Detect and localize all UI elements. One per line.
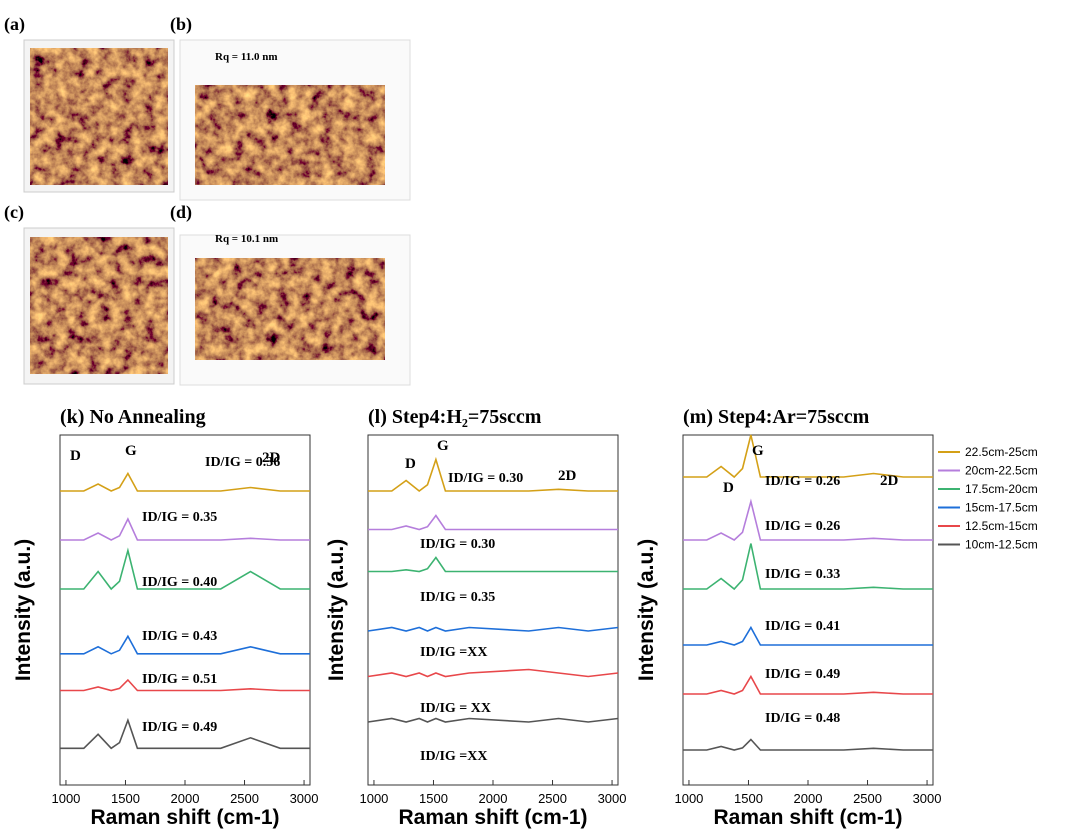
ratio-annotation: ID/IG = 0.35 [420,590,495,605]
ratio-annotation: ID/IG = 0.49 [765,667,840,682]
spectrum [368,719,618,723]
x-tick-label: 1500 [734,791,763,806]
ratio-annotation: ID/IG =XX [420,749,487,764]
ratio-annotation: ID/IG = 0.30 [420,537,495,552]
legend-label: 10cm-12.5cm [965,538,1038,552]
peak-label: D [70,448,81,464]
x-tick-label: 3000 [290,791,319,806]
ratio-annotation: ID/IG = 0.41 [765,619,840,634]
x-tick-label: 3000 [913,791,942,806]
ratio-annotation: ID/IG = 0.43 [142,629,217,644]
micrographs: (a) (b) (c) (d) Rq = 11.0 nm Rq = 10.1 n… [4,14,410,385]
peak-label: G [437,438,449,454]
ratio-annotation: ID/IG = 0.26 [765,474,840,489]
roughness: Rq = 10.1 nm [215,233,278,245]
ratio-annotation: ID/IG = 0.40 [142,575,217,590]
ratio-annotation: ID/IG = 0.35 [142,510,217,525]
ratio-annotation: ID/IG =XX [420,645,487,660]
y-axis-label: Intensity (a.u.) [325,539,348,681]
x-tick-label: 2000 [479,791,508,806]
figure: (e)100 nm(f)50 nm(g)10 nm(h)100 nm(i)50 … [0,0,1069,831]
x-axis-label: Raman shift (cm-1) [90,806,279,829]
plot-frame [368,435,618,785]
spectrum [368,628,618,632]
panel-label: (b) [170,14,192,35]
legend-label: 17.5cm-20cm [965,482,1038,496]
y-axis-label: Intensity (a.u.) [12,539,35,681]
ratio-annotation: ID/IG = 0.48 [765,711,840,726]
peak-label: 2D [262,450,281,466]
legend-label: 12.5cm-15cm [965,519,1038,533]
legend-label: 15cm-17.5cm [965,501,1038,515]
spectrum [368,558,618,572]
peak-label: G [125,443,137,459]
ratio-annotation: ID/IG = 0.30 [448,471,523,486]
ratio-annotation: ID/IG = XX [420,701,491,716]
peak-label: D [405,456,416,472]
peak-label: 2D [558,468,577,484]
x-tick-label: 1000 [674,791,703,806]
x-tick-label: 2500 [538,791,567,806]
chart-title: (m) Step4:Ar=75sccm [683,406,870,428]
x-tick-label: 2000 [794,791,823,806]
panel-label: (d) [170,202,192,223]
x-tick-label: 2000 [171,791,200,806]
chart-title: (k) No Annealing [60,406,206,428]
roughness: Rq = 11.0 nm [215,51,278,63]
x-axis-label: Raman shift (cm-1) [713,806,902,829]
x-tick-label: 1500 [111,791,140,806]
x-tick-label: 1000 [51,791,80,806]
ratio-annotation: ID/IG = 0.51 [142,672,217,687]
peak-label: 2D [880,473,899,489]
x-tick-label: 1500 [419,791,448,806]
spectrum [683,435,933,477]
ratio-annotation: ID/IG = 0.26 [765,519,840,534]
panel-label: (c) [4,202,24,223]
chart-title: (l) Step4:H₂=75sccm [368,406,542,428]
x-tick-label: 3000 [598,791,627,806]
x-axis-label: Raman shift (cm-1) [398,806,587,829]
legend-label: 20cm-22.5cm [965,464,1038,478]
x-tick-label: 1000 [359,791,388,806]
spectrum [368,670,618,677]
peak-label: D [723,480,734,496]
x-tick-label: 2500 [853,791,882,806]
y-axis-label: Intensity (a.u.) [635,539,658,681]
raman-charts: (k) No Annealing 1000 1500 2000 2500 3000 Rama… [12,406,1038,829]
spectrum [368,516,618,530]
peak-label: G [752,443,764,459]
panel-label: (a) [4,14,25,35]
spectrum [683,740,933,751]
afm-image [30,237,168,374]
spectrum [60,474,310,492]
ratio-annotation: ID/IG = 0.49 [142,720,217,735]
afm-image [30,48,168,185]
ratio-annotation: ID/IG = 0.33 [765,567,840,582]
legend-label: 22.5cm-25cm [965,445,1038,459]
x-tick-label: 2500 [230,791,259,806]
